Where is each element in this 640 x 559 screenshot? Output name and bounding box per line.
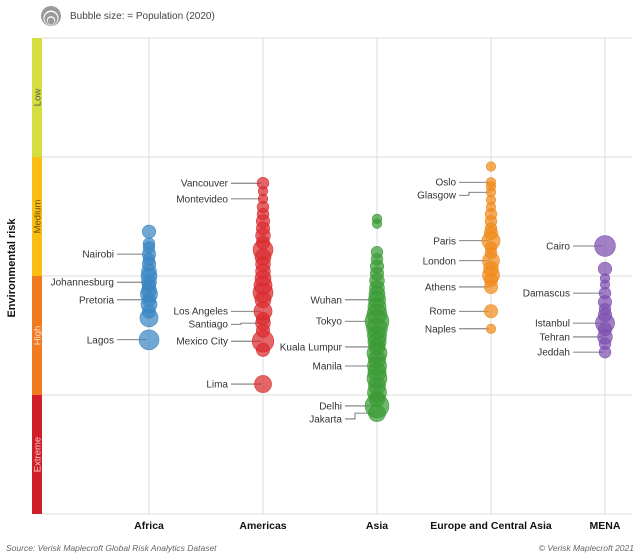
band-label-extreme: Extreme (33, 437, 44, 472)
legend-text: Bubble size: = Population (2020) (70, 10, 215, 22)
leader-line (231, 322, 261, 325)
bubble (369, 280, 385, 296)
band-extreme (32, 395, 42, 514)
city-label-santiago: Santiago (189, 320, 229, 331)
city-label-nairobi: Nairobi (82, 250, 114, 261)
city-label-mexico-city: Mexico City (176, 337, 228, 348)
city-label-athens: Athens (425, 282, 456, 293)
bubble-lima (254, 375, 272, 393)
bubble (254, 291, 272, 309)
city-label-johannesburg: Johannesburg (51, 278, 114, 289)
city-label-paris: Paris (433, 236, 456, 247)
x-tick-americas: Americas (239, 520, 286, 532)
bubble (141, 304, 157, 319)
bubble (484, 246, 498, 260)
bubble (255, 235, 271, 250)
bubble-athens (483, 279, 499, 294)
bubble-montevideo (257, 193, 269, 204)
bubble-jeddah (598, 345, 612, 359)
city-label-jakarta: Jakarta (309, 414, 342, 425)
city-label-damascus: Damascus (523, 289, 570, 300)
bubble (255, 342, 271, 357)
city-label-tokyo: Tokyo (316, 317, 343, 328)
city-label-istanbul: Istanbul (535, 319, 570, 330)
band-label-medium: Medium (33, 200, 44, 234)
bubble-cairo (594, 235, 616, 257)
city-label-naples: Naples (425, 324, 456, 335)
city-label-los-angeles: Los Angeles (174, 307, 229, 318)
city-label-wuhan: Wuhan (310, 295, 342, 306)
city-label-rome: Rome (429, 307, 456, 318)
x-tick-europe-and-central-asia: Europe and Central Asia (430, 520, 552, 532)
x-tick-mena: MENA (590, 520, 621, 532)
city-label-pretoria: Pretoria (79, 295, 114, 306)
band-medium (32, 157, 42, 276)
bubble (141, 278, 157, 293)
city-label-kuala-lumpur: Kuala Lumpur (280, 342, 343, 353)
bubble (597, 322, 613, 337)
bubble (485, 201, 497, 213)
bubble-rome (483, 304, 499, 319)
city-label-montevideo: Montevideo (176, 194, 228, 205)
bubble-naples (485, 323, 497, 334)
city-label-lagos: Lagos (87, 335, 114, 346)
bubble-glasgow (485, 187, 497, 198)
size-legend: Bubble size: = Population (2020) (40, 4, 215, 28)
city-label-tehran: Tehran (539, 332, 570, 343)
city-label-oslo: Oslo (435, 178, 456, 189)
bubble-chart: Low Medium High Extreme Nairobi Johannesburg… (32, 37, 632, 532)
bubble-kuala-lumpur (368, 338, 386, 356)
bubble (485, 161, 497, 172)
bubble (255, 311, 271, 326)
x-tick-asia: Asia (366, 520, 388, 532)
bubble (598, 303, 612, 316)
city-label-glasgow: Glasgow (417, 191, 457, 202)
nested-circles-icon (41, 6, 61, 26)
bubble-pretoria (141, 292, 157, 307)
bubble (141, 224, 157, 239)
bubble (369, 266, 385, 281)
city-label-delhi: Delhi (319, 401, 342, 412)
city-label-jeddah: Jeddah (537, 348, 570, 359)
leader-line (459, 191, 489, 196)
bubble (255, 263, 271, 279)
city-label-lima: Lima (206, 380, 228, 391)
bubble (599, 279, 611, 290)
bubble (484, 222, 498, 235)
band-low (32, 38, 42, 157)
city-label-manila: Manila (313, 361, 343, 372)
city-label-vancouver: Vancouver (181, 179, 229, 190)
source-note: Source: Verisk Maplecroft Global Risk An… (6, 543, 217, 553)
bubble (371, 218, 383, 229)
bubble (255, 221, 271, 236)
bubble (256, 207, 270, 221)
bubble (370, 253, 384, 266)
city-label-cairo: Cairo (546, 242, 570, 253)
bubble (142, 253, 156, 266)
leader-line (345, 412, 375, 420)
bubble (368, 390, 386, 408)
bubble-oslo (485, 177, 497, 188)
band-high (32, 276, 42, 395)
bubble-lagos (138, 329, 160, 351)
bubble (142, 241, 156, 254)
band-label-low: Low (33, 89, 44, 107)
city-label-london: London (423, 256, 456, 267)
x-tick-africa: Africa (134, 520, 164, 532)
band-label-high: High (33, 326, 44, 346)
bubble (255, 323, 271, 338)
copyright-note: © Verisk Maplecroft 2021 (538, 543, 634, 553)
